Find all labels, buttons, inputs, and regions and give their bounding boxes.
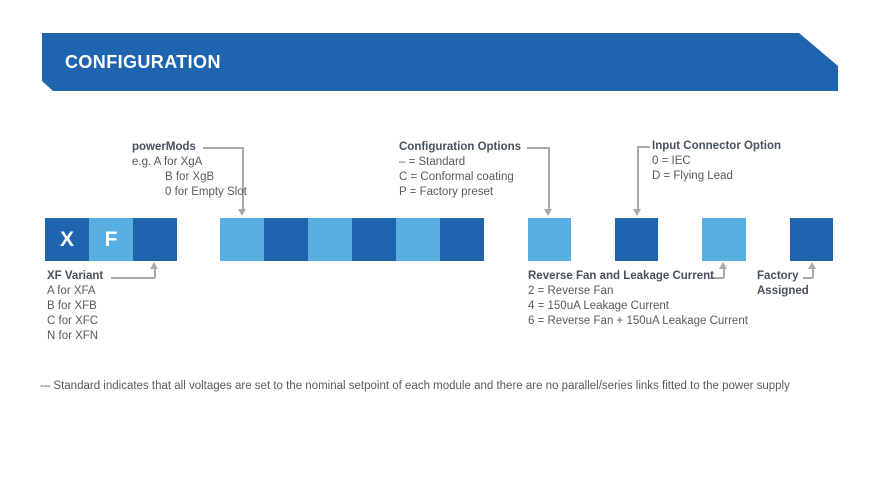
callout-line: 0 for Empty Slot [165,186,247,198]
code-box-reverse-fan-leakage [702,218,746,261]
callout-line: B for XgB [165,171,215,183]
code-box-powermod-1 [220,218,264,261]
code-box-powermod-5 [396,218,440,261]
configuration-options-connector-line [527,147,549,149]
callout-reverse-fan-leakage: Reverse Fan and Leakage Current 2 = Reve… [528,269,748,329]
callout-line: D = Flying Lead [652,170,733,182]
banner-ribbon-shape [42,33,838,91]
callout-line: 2 = Reverse Fan [528,285,614,297]
xf-variant-connector-line [111,277,155,279]
callout-title: powerMods [132,141,196,153]
arrow-up-icon [808,262,816,269]
reverse-fan-connector-line [710,277,724,279]
header-banner [42,33,838,91]
arrow-up-icon [719,262,727,269]
callout-line: C for XFC [47,315,99,327]
arrow-up-icon [150,262,158,269]
input-connector-connector-line [637,146,650,148]
code-box-input-connector [615,218,658,261]
callout-line: 0 = IEC [652,155,691,167]
code-box-powermod-6 [440,218,484,261]
configuration-options-connector-line [548,147,550,209]
callout-line: A for XFA [47,285,96,297]
callout-title: XF Variant [47,270,104,282]
arrow-down-icon [544,209,552,216]
callout-title: Reverse Fan and Leakage Current [528,270,714,282]
callout-powermods: powerMods e.g. A for XgA B for XgB 0 for… [132,140,247,200]
input-connector-connector-line [637,146,639,209]
callout-line: P = Factory preset [399,186,494,198]
callout-line: B for XFB [47,300,97,312]
callout-line: C = Conformal coating [399,171,514,183]
callout-line: e.g. A for XgA [132,156,203,168]
code-box-powermod-3 [308,218,352,261]
powermods-connector-line [242,147,244,209]
arrow-down-icon [633,209,641,216]
code-box-configuration-options [528,218,571,261]
code-box-powermod-4 [352,218,396,261]
factory-assigned-connector-line [803,277,813,279]
callout-line: 6 = Reverse Fan + 150uA Leakage Current [528,315,748,327]
footnote: -– Standard indicates that all voltages … [40,380,790,392]
code-letter: X [59,227,74,251]
factory-assigned-connector-line [812,269,814,278]
callout-input-connector-option: Input Connector Option 0 = IEC D = Flyin… [652,139,781,184]
callout-factory-assigned: Factory Assigned [757,269,819,299]
code-box-variant [133,218,177,261]
callout-line: – = Standard [399,156,466,168]
code-box-x: X [45,218,89,261]
code-box-powermod-2 [264,218,308,261]
callout-line: N for XFN [47,330,99,342]
code-box-factory-assigned [790,218,833,261]
code-letter: F [104,227,118,251]
page-title: CONFIGURATION [65,52,221,72]
callout-title: Factory Assigned [757,270,809,297]
callout-line: 4 = 150uA Leakage Current [528,300,669,312]
code-box-f: F [89,218,133,261]
reverse-fan-connector-line [723,269,725,278]
callout-title: Input Connector Option [652,140,782,152]
callout-configuration-options: Configuration Options – = Standard C = C… [399,140,521,200]
powermods-connector-line [203,147,243,149]
callout-xf-variant: XF Variant A for XFA B for XFB C for XFC… [47,269,103,344]
arrow-down-icon [238,209,246,216]
callout-title: Configuration Options [399,141,522,153]
xf-variant-connector-line [154,269,156,278]
